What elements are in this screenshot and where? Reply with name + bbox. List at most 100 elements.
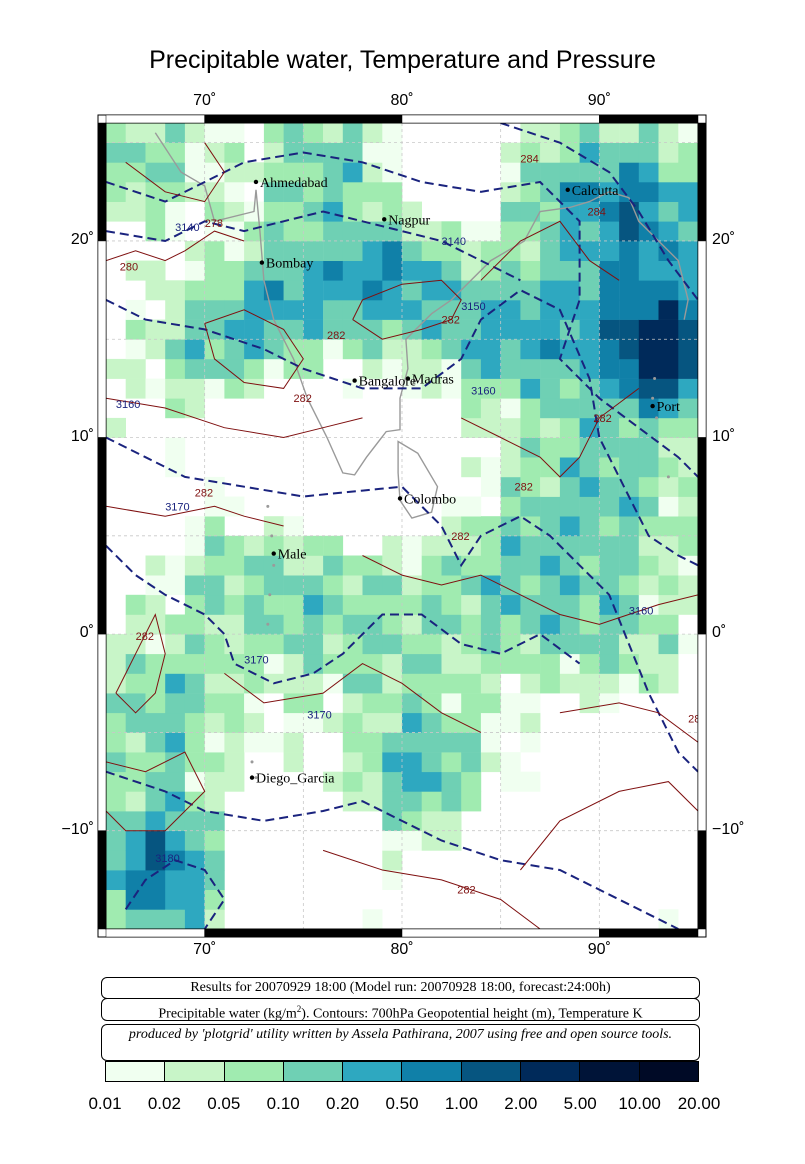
city-label: Bombay [266, 257, 313, 272]
lon-tick-label-top: 80˚ [390, 92, 414, 109]
colorbar-tick-label: 0.10 [266, 1094, 300, 1113]
colorbar-tick-label: 0.01 [88, 1094, 122, 1113]
city-markers: AhmedabadNagpurCalcuttaBombayBangaloreMa… [249, 176, 680, 787]
city-bangalore: Bangalore [352, 375, 416, 390]
lon-tick-label-bottom: 70˚ [193, 941, 217, 958]
colorbar-swatch [402, 1062, 462, 1081]
lat-tick-label-left: 10˚ [70, 427, 94, 445]
contour-label: 3160 [471, 385, 495, 397]
contour-label: 282 [327, 330, 345, 342]
contour-label: 280 [120, 261, 138, 273]
city-nagpur: Nagpur [382, 213, 431, 228]
geopotential-height-contours [106, 123, 698, 929]
colorbar-tick-label: 5.00 [563, 1094, 597, 1113]
legend-caption-sup: 2 [296, 1004, 302, 1014]
temperature-contours [106, 142, 698, 929]
city-marker [253, 179, 259, 185]
city-calcutta: Calcutta [565, 184, 619, 199]
graticule [106, 123, 698, 929]
city-marker [650, 403, 655, 409]
lon-tick-label-top: 70˚ [193, 92, 217, 109]
colorbar-swatch [639, 1062, 698, 1081]
colorbar [105, 1061, 699, 1082]
colorbar-swatch [343, 1062, 403, 1081]
city-male: Male [271, 548, 307, 563]
colorbar-swatch [580, 1062, 640, 1081]
lat-tick-label-right: 20˚ [712, 230, 736, 248]
contour-label: 3160 [116, 399, 140, 411]
lon-tick-label-bottom: 80˚ [390, 941, 414, 958]
map-title: Precipitable water, Temperature and Pres… [149, 46, 656, 74]
colorbar-swatch [224, 1062, 284, 1081]
lon-tick-label-top: 90˚ [587, 92, 611, 109]
contour-label: 3180 [155, 853, 179, 865]
city-label: Bangalore [359, 375, 417, 390]
city-label: Ahmedabad [260, 176, 328, 191]
lat-tick-label-left: 20˚ [70, 230, 94, 248]
city-label: Calcutta [572, 184, 619, 199]
contour-label: 3170 [165, 501, 189, 513]
city-ahmedabad: Ahmedabad [253, 176, 328, 191]
city-diego-garcia: Diego_Garcia [249, 772, 335, 787]
contour-label: 3140 [442, 236, 466, 248]
contour-label: 282 [136, 631, 154, 643]
colorbar-tick-label: 0.20 [326, 1094, 360, 1113]
lat-tick-label-left: 0˚ [79, 624, 94, 642]
city-label: Madras [412, 373, 454, 388]
contour-label: 3140 [175, 222, 199, 234]
colorbar-tick-label: 1.00 [444, 1094, 478, 1113]
credit-caption: produced by 'plotgrid' utility written b… [101, 1024, 700, 1061]
colorbar-swatch [283, 1062, 344, 1081]
lon-tick-label-bottom: 90˚ [587, 941, 611, 958]
contour-label: 282 [457, 885, 475, 897]
contour-label: 282 [195, 488, 213, 500]
contour-label: 3170 [307, 710, 331, 722]
city-label: Diego_Garcia [256, 772, 335, 787]
colorbar-tick-label: 0.02 [147, 1094, 181, 1113]
contour-label: 282 [515, 482, 533, 494]
contour-label: 284 [520, 153, 538, 165]
colorbar-swatch [461, 1062, 522, 1081]
legend-caption-suffix: ). Contours: 700hPa Geopotential height … [301, 1006, 643, 1022]
city-bombay: Bombay [259, 257, 313, 272]
city-label: Port [657, 400, 680, 415]
results-caption: Results for 20070929 18:00 (Model run: 2… [101, 977, 700, 999]
coastline [154, 132, 689, 780]
contour-label: 278 [205, 218, 223, 230]
contour-label: 3160 [629, 606, 653, 618]
contour-label: 282 [294, 393, 312, 405]
colorbar-swatch [165, 1062, 225, 1081]
contour-label: 3170 [244, 655, 268, 667]
map-frame [97, 114, 707, 938]
city-marker [352, 378, 357, 383]
city-marker [259, 260, 265, 265]
city-colombo: Colombo [397, 493, 456, 508]
city-marker [565, 187, 570, 193]
city-marker [405, 376, 411, 381]
colorbar-swatch [521, 1062, 581, 1081]
city-marker [382, 217, 387, 222]
colorbar-tick-label: 0.50 [385, 1094, 419, 1113]
lat-tick-label-right: 0˚ [712, 624, 727, 642]
colorbar-tick-label: 20.00 [677, 1094, 721, 1113]
contour-label: 284 [588, 206, 606, 218]
lat-tick-label-right: −10˚ [712, 820, 745, 838]
lat-tick-label-right: 10˚ [712, 427, 736, 445]
city-port: Port [650, 400, 680, 415]
contour-label: 282 [442, 315, 460, 327]
contour-label: 282 [451, 531, 469, 543]
colorbar-tick-label: 0.05 [207, 1094, 241, 1113]
lat-tick-label-left: −10˚ [61, 820, 94, 838]
city-label: Nagpur [388, 213, 430, 228]
city-marker [249, 775, 255, 780]
city-marker [271, 551, 276, 556]
legend-caption-prefix: Precipitable water (kg/m [158, 1006, 297, 1022]
city-madras: Madras [405, 373, 454, 388]
colorbar-swatch [106, 1062, 166, 1081]
legend-caption: Precipitable water (kg/m2). Contours: 70… [101, 998, 700, 1022]
colorbar-tick-label: 2.00 [504, 1094, 538, 1113]
city-label: Male [278, 548, 307, 563]
contour-labels: 2842842783140314028031502822823160282316… [116, 153, 707, 896]
city-marker [397, 496, 403, 501]
